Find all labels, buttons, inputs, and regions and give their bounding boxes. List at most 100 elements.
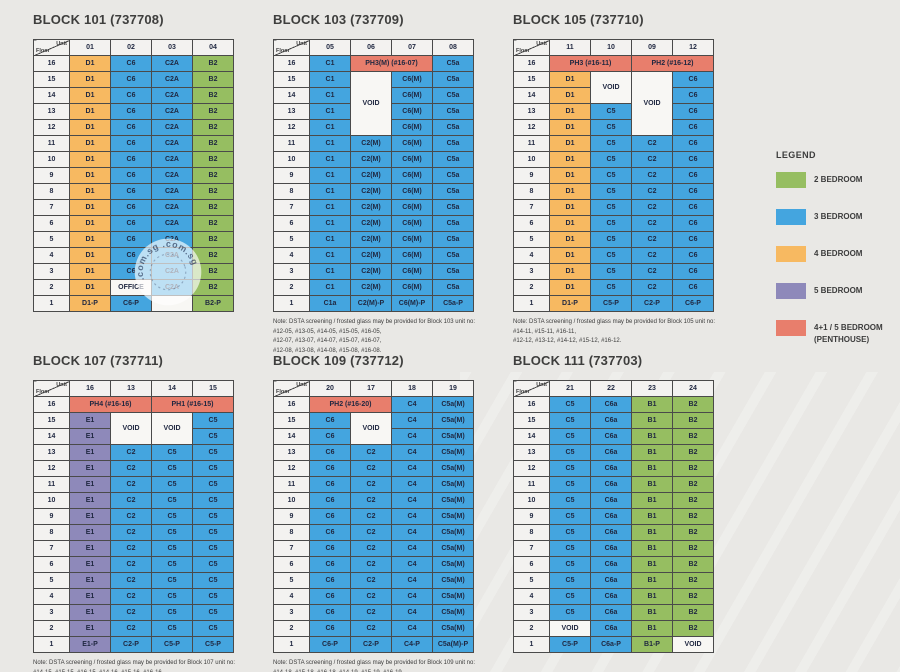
unit-cell: C5 [549, 588, 591, 605]
unit-cell: E1 [69, 556, 111, 573]
unit-cell: B2 [672, 492, 714, 509]
unit-cell: C2 [110, 524, 152, 541]
unit-cell: C2 [110, 460, 152, 477]
unit-cell: C4 [391, 540, 433, 557]
unit-cell: C2 [350, 508, 392, 525]
unit-cell: B1 [631, 476, 673, 493]
unit-cell: C1 [309, 103, 351, 120]
unit-cell: B1 [631, 604, 673, 621]
unit-cell: C2-P [110, 636, 152, 653]
unit-cell: D1 [69, 167, 111, 184]
floor-label: 6 [33, 556, 70, 573]
corner-unit-floor-cell: Unit Floor [273, 380, 310, 397]
floor-label: 10 [273, 151, 310, 168]
unit-cell: C6 [309, 524, 351, 541]
unit-cell: C5 [549, 604, 591, 621]
unit-cell: C1a [309, 295, 351, 312]
unit-cell: C2 [110, 540, 152, 557]
unit-cell: C6 [672, 247, 714, 264]
unit-cell: C5 [549, 412, 591, 429]
floor-label: 2 [513, 279, 550, 296]
unit-cell: C1 [309, 119, 351, 136]
floor-label: 13 [273, 444, 310, 461]
unit-cell: C5 [192, 460, 234, 477]
unit-cell: C2 [631, 231, 673, 248]
column-header: 13 [110, 380, 152, 397]
corner-unit-floor-cell: Unit Floor [513, 380, 550, 397]
floor-label: 2 [33, 620, 70, 637]
floor-label: 7 [513, 199, 550, 216]
unit-cell: C5a [432, 151, 474, 168]
unit-cell: C6(M) [391, 167, 433, 184]
unit-cell: C6 [309, 604, 351, 621]
floor-label: 1 [513, 636, 550, 653]
floor-label: 3 [273, 263, 310, 280]
block-note: Note: DSTA screening / frosted glass may… [513, 319, 715, 345]
unit-cell: C5-P [549, 636, 591, 653]
corner-unit-label: Unit [56, 382, 67, 388]
floor-label: 16 [513, 55, 550, 72]
unit-cell: C4 [391, 396, 433, 413]
floor-label: 5 [33, 231, 70, 248]
unit-cell: D1 [69, 103, 111, 120]
unit-cell: C4 [391, 492, 433, 509]
unit-cell: C5 [590, 215, 632, 232]
unit-cell: D1 [549, 167, 591, 184]
unit-cell: C5 [590, 199, 632, 216]
unit-cell: C1 [309, 151, 351, 168]
stack-table: Unit Floor 05 06 07 08 16 C1 PH3(M) (#16-07) C5a 1… [273, 39, 474, 312]
floor-label: 10 [513, 492, 550, 509]
corner-unit-floor-cell: Unit Floor [513, 39, 550, 56]
unit-cell: C2(M) [350, 151, 392, 168]
unit-cell: C6 [672, 103, 714, 120]
floor-label: 9 [33, 508, 70, 525]
unit-cell: B1 [631, 444, 673, 461]
unit-cell: C5-P [192, 636, 234, 653]
unit-cell: C5 [590, 103, 632, 120]
legend-swatch [776, 246, 806, 262]
unit-cell: C2-P [631, 295, 673, 312]
unit-cell: C6(M) [391, 231, 433, 248]
unit-cell: C2(M) [350, 199, 392, 216]
unit-cell: C4 [391, 556, 433, 573]
unit-cell: E1 [69, 476, 111, 493]
unit-cell: C2 [631, 167, 673, 184]
column-header: 04 [192, 39, 234, 56]
column-header: 14 [151, 380, 193, 397]
unit-cell: C6(M) [391, 279, 433, 296]
unit-cell: E1 [69, 492, 111, 509]
floor-label: 4 [33, 247, 70, 264]
column-header: 20 [309, 380, 351, 397]
unit-cell: C6 [309, 428, 351, 445]
unit-cell: C5a(M) [432, 540, 474, 557]
unit-cell: C6-P [672, 295, 714, 312]
column-header: 11 [549, 39, 591, 56]
legend-swatch [776, 209, 806, 225]
unit-cell: B2 [192, 263, 234, 280]
unit-cell: D1-P [549, 295, 591, 312]
unit-cell: B2 [192, 215, 234, 232]
unit-cell: C5 [549, 396, 591, 413]
unit-cell: C5 [549, 476, 591, 493]
unit-cell: C6 [110, 151, 152, 168]
unit-cell: C6 [110, 103, 152, 120]
empty-cell [151, 295, 193, 312]
unit-cell: C2A [151, 151, 193, 168]
unit-cell: E1 [69, 604, 111, 621]
unit-cell: C6 [110, 135, 152, 152]
unit-cell: C2(M) [350, 167, 392, 184]
unit-cell: C5a(M) [432, 428, 474, 445]
unit-cell: C6(M) [391, 87, 433, 104]
unit-cell: C6 [309, 556, 351, 573]
corner-unit-label: Unit [296, 382, 307, 388]
floor-label: 15 [273, 71, 310, 88]
unit-cell: C4 [391, 588, 433, 605]
penthouse-cell: PH2 (#16-12) [631, 55, 714, 72]
unit-cell: C4 [391, 524, 433, 541]
unit-cell: C6(M)-P [391, 295, 433, 312]
unit-cell: C6 [672, 231, 714, 248]
unit-cell: B2-P [192, 295, 234, 312]
unit-cell: C5a [432, 263, 474, 280]
unit-cell: C4 [391, 508, 433, 525]
unit-cell: C2 [350, 588, 392, 605]
